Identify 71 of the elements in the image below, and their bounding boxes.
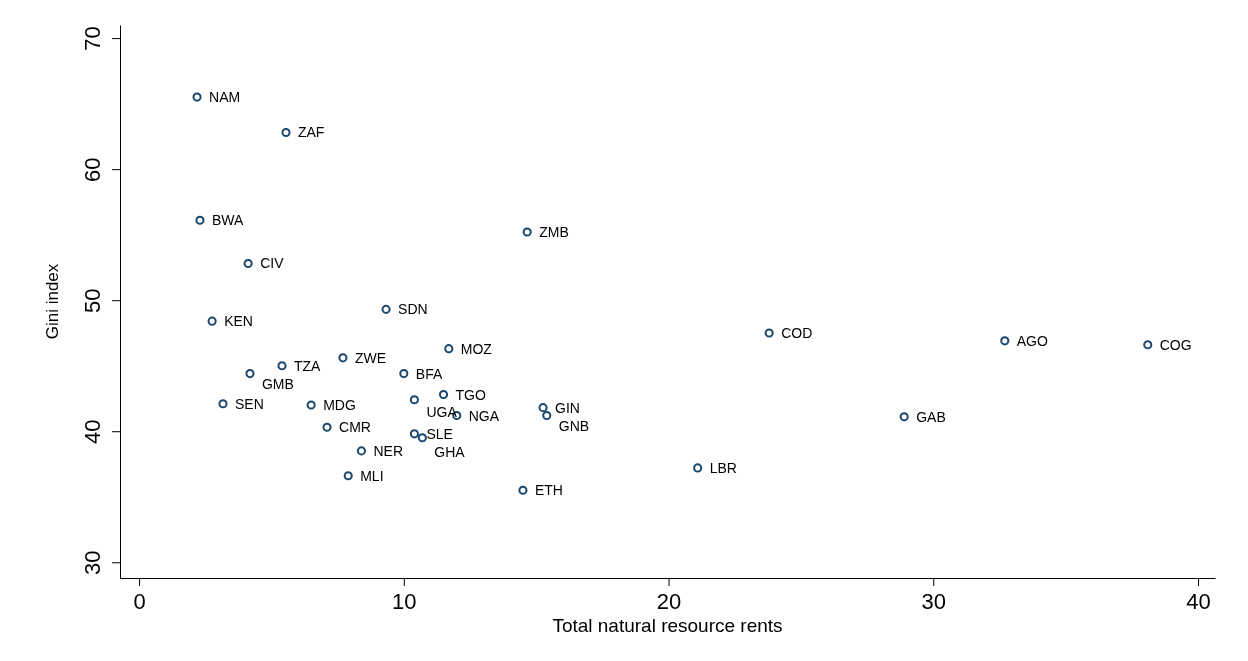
point <box>207 316 217 326</box>
point <box>1000 336 1010 346</box>
data-label: GNB <box>558 417 590 434</box>
point <box>764 328 774 338</box>
point <box>277 361 287 371</box>
y-tick-label: 40 <box>80 419 105 444</box>
point <box>538 403 548 413</box>
data-label: BFA <box>415 365 443 382</box>
y-tick-label: 60 <box>80 157 105 182</box>
point <box>438 389 449 400</box>
point <box>343 471 353 481</box>
point <box>693 463 703 473</box>
x-tick-label: 30 <box>921 588 947 614</box>
data-label: GAB <box>916 408 946 425</box>
data-label: NAM <box>209 89 241 106</box>
point <box>409 395 419 405</box>
data-label: GMB <box>261 375 294 392</box>
x-tick-label: 20 <box>656 588 682 614</box>
data-label: MDG <box>323 397 356 414</box>
point <box>522 227 532 237</box>
data-label: COG <box>1159 336 1192 353</box>
data-label: TGO <box>455 386 486 403</box>
point <box>281 127 291 138</box>
data-label: TZA <box>294 357 322 374</box>
data-label: KEN <box>224 313 253 330</box>
data-label: ZMB <box>539 224 569 241</box>
data-label: COD <box>781 324 813 341</box>
data-label: SDN <box>398 301 428 318</box>
data-label: LBR <box>709 459 737 476</box>
x-axis-title: Total natural resource rents <box>552 615 783 636</box>
data-label: ZAF <box>298 124 325 141</box>
data-label: GIN <box>555 399 580 416</box>
point <box>243 258 253 269</box>
data-label: AGO <box>1016 332 1049 349</box>
data-label: UGA <box>426 403 458 420</box>
point <box>338 353 348 363</box>
point <box>444 344 454 354</box>
point <box>409 429 419 439</box>
data-label: ZWE <box>354 349 387 366</box>
point <box>245 369 255 379</box>
y-tick-label: 70 <box>80 26 105 51</box>
y-tick-label: 50 <box>80 288 105 313</box>
data-label: MOZ <box>460 340 493 357</box>
point <box>218 399 228 409</box>
data-label: CMR <box>339 419 371 436</box>
data-label: NER <box>373 442 404 459</box>
x-tick-label: 0 <box>133 588 146 614</box>
data-label: CIV <box>260 255 285 272</box>
data-label: SEN <box>234 395 264 412</box>
data-label: MLI <box>360 467 384 484</box>
data-label: SLE <box>426 425 453 442</box>
point <box>306 400 316 410</box>
point <box>542 410 552 421</box>
point <box>195 215 205 225</box>
y-tick-label: 30 <box>80 550 105 576</box>
point <box>399 369 409 379</box>
point <box>381 304 391 314</box>
data-label: NGA <box>468 407 500 424</box>
x-tick-label: 10 <box>392 588 417 614</box>
point <box>417 433 427 443</box>
data-label: BWA <box>211 212 244 229</box>
point <box>322 422 332 432</box>
y-axis-title: Gini index <box>43 263 62 340</box>
point <box>518 485 528 495</box>
point <box>356 446 367 456</box>
point <box>1143 340 1153 350</box>
data-label: GHA <box>434 443 466 460</box>
point <box>192 92 202 102</box>
data-label: ETH <box>534 482 563 499</box>
x-tick-label: 40 <box>1186 588 1211 614</box>
point <box>899 412 909 422</box>
